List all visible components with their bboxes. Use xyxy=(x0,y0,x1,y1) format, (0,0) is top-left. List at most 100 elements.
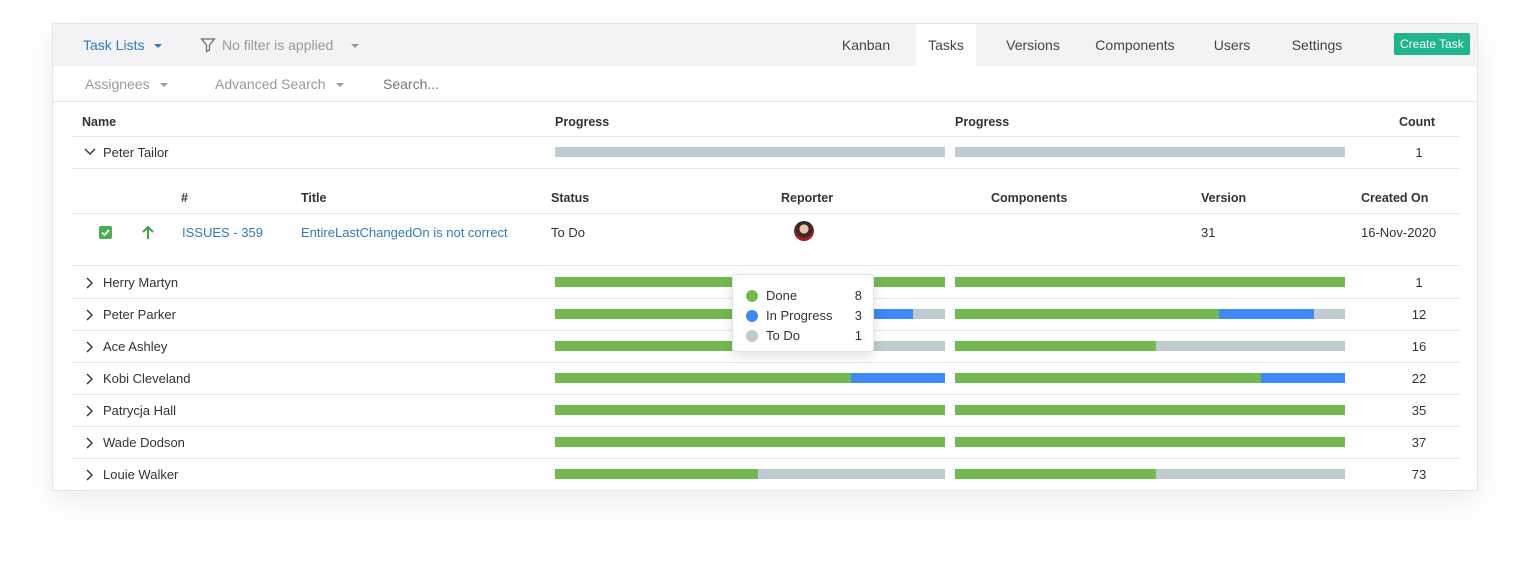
group-count: 1 xyxy=(1415,275,1423,290)
subheader-status: Status xyxy=(551,191,590,205)
reporter-avatar[interactable] xyxy=(794,221,814,241)
tab-versions[interactable]: Versions xyxy=(1006,37,1060,53)
tooltip-value: 1 xyxy=(854,328,862,343)
advanced-search-dropdown[interactable]: Advanced Search xyxy=(215,76,344,92)
assignees-dropdown[interactable]: Assignees xyxy=(85,76,168,92)
header-progress-2[interactable]: Progress xyxy=(955,115,1010,129)
tooltip-label: To Do xyxy=(766,328,800,343)
divider xyxy=(72,168,1460,169)
tab-kanban[interactable]: Kanban xyxy=(841,37,891,53)
tab-tasks[interactable]: Tasks xyxy=(916,24,976,66)
assignees-label: Assignees xyxy=(85,76,150,92)
tooltip-value: 3 xyxy=(854,308,862,323)
group-count: 1 xyxy=(1415,145,1423,160)
to-do-segment xyxy=(757,469,945,479)
top-toolbar: Task Lists No filter is applied Kanban T… xyxy=(53,24,1477,66)
chevron-right-icon[interactable] xyxy=(86,405,94,417)
progress-bar-1[interactable] xyxy=(555,373,945,383)
create-task-button[interactable]: Create Task xyxy=(1394,33,1470,55)
arrow-up-icon xyxy=(142,225,154,239)
header-progress-1[interactable]: Progress xyxy=(555,115,610,129)
task-title-link[interactable]: EntireLastChangedOn is not correct xyxy=(301,225,508,240)
subheader-number: # xyxy=(181,191,188,205)
in-progress-dot-icon xyxy=(746,310,758,322)
group-count: 22 xyxy=(1411,371,1427,386)
group-name: Peter Tailor xyxy=(103,145,169,160)
header-name[interactable]: Name xyxy=(82,115,117,129)
done-segment xyxy=(955,373,1262,383)
tooltip-label: In Progress xyxy=(766,308,833,323)
checkbox-checked[interactable] xyxy=(99,226,112,239)
group-name: Louie Walker xyxy=(103,467,179,482)
done-segment xyxy=(555,309,816,319)
subheader-title: Title xyxy=(301,191,327,205)
filter-bar: Assignees Advanced Search xyxy=(53,66,1477,102)
chevron-right-icon[interactable] xyxy=(86,341,94,353)
progress-bar-1[interactable] xyxy=(555,147,945,157)
done-segment xyxy=(555,405,945,415)
task-list-window: Task Lists No filter is applied Kanban T… xyxy=(52,23,1478,491)
divider xyxy=(72,213,1460,214)
chevron-right-icon[interactable] xyxy=(86,437,94,449)
chevron-right-icon[interactable] xyxy=(86,469,94,481)
progress-bar-2[interactable] xyxy=(955,309,1345,319)
task-status: To Do xyxy=(551,225,585,240)
filter-label: No filter is applied xyxy=(222,37,334,53)
group-count: 16 xyxy=(1411,339,1427,354)
done-dot-icon xyxy=(746,290,758,302)
chevron-right-icon[interactable] xyxy=(86,309,94,321)
done-segment xyxy=(555,341,756,351)
caret-down-icon xyxy=(335,83,344,88)
in-progress-segment xyxy=(1219,309,1314,319)
chevron-right-icon[interactable] xyxy=(86,277,94,289)
progress-bar-2[interactable] xyxy=(955,405,1345,415)
filter-dropdown[interactable]: No filter is applied xyxy=(200,37,360,53)
progress-bar-2[interactable] xyxy=(955,437,1345,447)
progress-bar-2[interactable] xyxy=(955,341,1345,351)
divider xyxy=(72,394,1460,395)
progress-bar-1[interactable] xyxy=(555,437,945,447)
to-do-segment xyxy=(1313,309,1345,319)
progress-bar-1[interactable] xyxy=(555,469,945,479)
check-icon xyxy=(101,229,110,237)
tooltip-label: Done xyxy=(766,288,798,303)
subheader-components: Components xyxy=(991,191,1068,205)
to-do-segment xyxy=(1155,341,1345,351)
task-id-link[interactable]: ISSUES - 359 xyxy=(182,225,263,240)
group-count: 12 xyxy=(1411,307,1427,322)
divider xyxy=(72,426,1460,427)
done-segment xyxy=(955,341,1156,351)
progress-tooltip: Done 8 In Progress 3 To Do 1 xyxy=(732,274,874,352)
to-do-segment xyxy=(1155,469,1345,479)
task-version: 31 xyxy=(1201,225,1216,240)
chevron-down-icon[interactable] xyxy=(84,148,96,156)
advanced-search-label: Advanced Search xyxy=(215,76,326,92)
caret-down-icon xyxy=(154,44,163,49)
progress-bar-1[interactable] xyxy=(555,405,945,415)
tab-components[interactable]: Components xyxy=(1095,37,1175,53)
subheader-version: Version xyxy=(1201,191,1247,205)
divider xyxy=(72,458,1460,459)
to-do-segment xyxy=(555,147,945,157)
task-lists-dropdown[interactable]: Task Lists xyxy=(83,37,163,53)
progress-bar-2[interactable] xyxy=(955,469,1345,479)
divider xyxy=(72,362,1460,363)
done-segment xyxy=(555,469,758,479)
done-segment xyxy=(955,469,1156,479)
search-input[interactable] xyxy=(383,74,583,94)
tab-settings[interactable]: Settings xyxy=(1291,37,1343,53)
group-name: Peter Parker xyxy=(103,307,176,322)
subheader-created-on: Created On xyxy=(1361,191,1429,205)
progress-bar-2[interactable] xyxy=(955,277,1345,287)
progress-bar-2[interactable] xyxy=(955,147,1345,157)
header-count[interactable]: Count xyxy=(1399,115,1436,129)
task-created-on: 16-Nov-2020 xyxy=(1361,225,1437,240)
caret-down-icon xyxy=(351,44,360,49)
progress-bar-2[interactable] xyxy=(955,373,1345,383)
group-name: Patrycja Hall xyxy=(103,403,176,418)
tab-users[interactable]: Users xyxy=(1213,37,1251,53)
group-count: 73 xyxy=(1411,467,1427,482)
chevron-right-icon[interactable] xyxy=(86,373,94,385)
filter-icon xyxy=(200,38,216,53)
done-segment xyxy=(955,405,1345,415)
